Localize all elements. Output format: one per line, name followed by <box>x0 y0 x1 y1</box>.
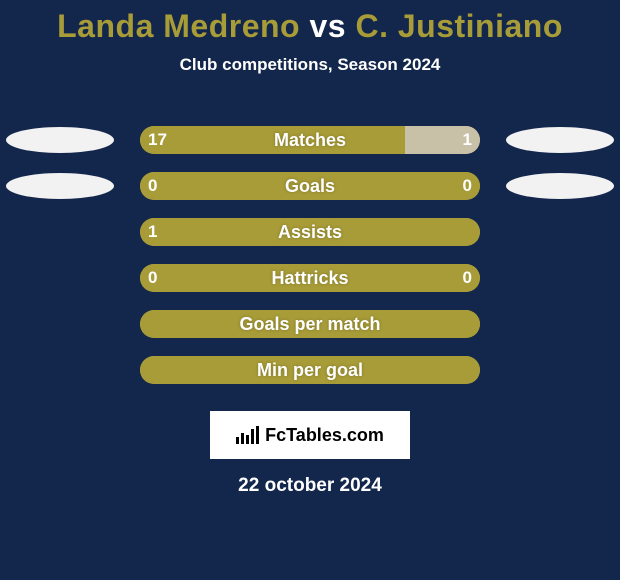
stat-bar: Goals00 <box>140 172 480 200</box>
stat-bar: Goals per match <box>140 310 480 338</box>
player2-badge <box>506 127 614 153</box>
stat-row: Goals per match <box>0 301 620 347</box>
subtitle: Club competitions, Season 2024 <box>0 55 620 75</box>
page-title: Landa Medreno vs C. Justiniano <box>0 0 620 45</box>
bar-left-fill <box>140 218 480 246</box>
bar-left-fill <box>140 264 480 292</box>
date-label: 22 october 2024 <box>0 475 620 497</box>
player2-badge <box>506 173 614 199</box>
logo-text: FcTables.com <box>265 425 384 446</box>
stat-bar: Assists1 <box>140 218 480 246</box>
player1-name: Landa Medreno <box>57 8 300 44</box>
bar-left-fill <box>140 172 480 200</box>
vs-label: vs <box>309 8 346 44</box>
comparison-card: Landa Medreno vs C. Justiniano Club comp… <box>0 0 620 580</box>
player1-badge <box>6 173 114 199</box>
fctables-logo[interactable]: FcTables.com <box>210 411 410 459</box>
player1-badge <box>6 127 114 153</box>
stat-rows: Matches171 Goals00 Assists1 Hattricks00 Goal… <box>0 117 620 393</box>
player2-name: C. Justiniano <box>355 8 562 44</box>
stat-row: Assists1 <box>0 209 620 255</box>
stat-row: Matches171 <box>0 117 620 163</box>
stat-row: Hattricks00 <box>0 255 620 301</box>
stat-bar: Hattricks00 <box>140 264 480 292</box>
bar-left-fill <box>140 310 480 338</box>
bar-right-fill <box>405 126 480 154</box>
stat-row: Goals00 <box>0 163 620 209</box>
stat-row: Min per goal <box>0 347 620 393</box>
bar-left-fill <box>140 356 480 384</box>
bar-left-fill <box>140 126 405 154</box>
stat-bar: Min per goal <box>140 356 480 384</box>
logo-bars-icon <box>236 426 259 444</box>
stat-bar: Matches171 <box>140 126 480 154</box>
